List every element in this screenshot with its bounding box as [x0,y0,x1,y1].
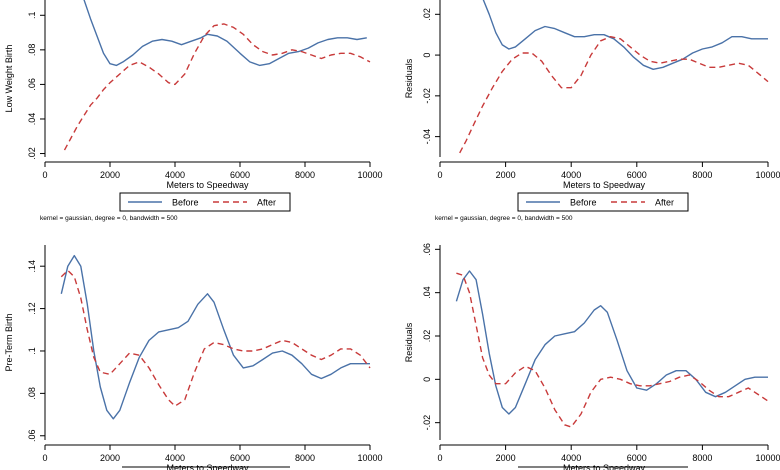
x-axis-label: Meters to Speedway [563,180,646,190]
legend-label-before: Before [172,198,199,208]
y-tick-label: 0 [422,377,432,382]
y-tick-label: .08 [27,387,37,400]
x-tick-label: 2000 [100,170,120,180]
series-line-before [482,0,768,71]
x-tick-label: 6000 [230,170,250,180]
series-group [459,0,769,154]
x-tick-label: 8000 [295,453,315,463]
chart-panel-2: 0 2000 4000 6000 8000 10000 Meters to Speedway… [404,0,780,222]
series-line-before [60,254,370,420]
x-tick-label: 4000 [561,170,581,180]
x-tick-label: 0 [437,453,442,463]
y-tick-label: .06 [422,243,432,256]
x-tick-label: 10000 [755,453,780,463]
x-tick-label: 2000 [496,453,516,463]
y-tick-label: .02 [422,330,432,343]
x-tick-label: 2000 [100,453,120,463]
x-tick-label: 8000 [692,170,712,180]
y-tick-label: .12 [27,302,37,315]
x-tick-label: 0 [42,170,47,180]
legend: Before After [119,192,291,212]
series-group [63,0,371,151]
x-tick-label: 6000 [627,453,647,463]
y-tick-label: 0 [422,53,432,58]
x-tick-label: 4000 [165,453,185,463]
legend-box [517,192,689,212]
y-tick-label: .04 [27,113,37,126]
y-tick-label: .06 [27,78,37,91]
legend-label-before: Before [570,198,597,208]
y-tick-label: -.02 [422,88,432,104]
chart-note: kernel = gaussian, degree = 0, bandwidth… [40,215,178,222]
chart-panel-1: 0 2000 4000 6000 8000 10000 Meters to Speedway… [4,0,383,222]
x-tick-label: 8000 [692,453,712,463]
x-tick-label: 8000 [295,170,315,180]
x-axis-label: Meters to Speedway [166,180,249,190]
legend-box [119,192,291,212]
y-tick-label: .02 [27,147,37,160]
legend-label-after: After [655,198,674,208]
x-tick-label: 10000 [755,170,780,180]
y-tick-label: .02 [422,8,432,21]
x-tick-label: 10000 [357,453,382,463]
chart-note: kernel = gaussian, degree = 0, bandwidth… [435,215,573,222]
y-tick-label: -.04 [422,129,432,145]
y-axis-label: Pre-Term Birth [4,313,14,371]
series-line-after [456,272,769,428]
series-line-after [60,269,371,407]
x-tick-label: 2000 [496,170,516,180]
y-tick-label: .1 [27,12,37,20]
y-tick-label: .04 [422,286,432,299]
legend: Before After [517,192,689,212]
series-group [455,270,769,428]
y-axis-label: Low Weight Birth [4,45,14,113]
series-line-before [455,270,768,415]
y-axis-label: Residuals [404,58,414,98]
x-tick-label: 4000 [165,170,185,180]
series-line-after [459,36,769,154]
x-tick-label: 0 [42,453,47,463]
series-line-after [63,23,371,151]
x-tick-label: 4000 [561,453,581,463]
x-tick-label: 6000 [627,170,647,180]
x-tick-label: 6000 [230,453,250,463]
y-tick-label: .06 [27,430,37,443]
y-tick-label: .1 [27,347,37,355]
y-tick-label: .08 [27,44,37,57]
x-tick-label: 0 [437,170,442,180]
legend-label-after: After [257,198,276,208]
y-axis-label: Residuals [404,322,414,362]
y-tick-label: .14 [27,260,37,273]
series-line-before [83,0,367,67]
y-tick-label: -.02 [422,415,432,431]
x-tick-label: 10000 [357,170,382,180]
series-group [60,254,371,420]
